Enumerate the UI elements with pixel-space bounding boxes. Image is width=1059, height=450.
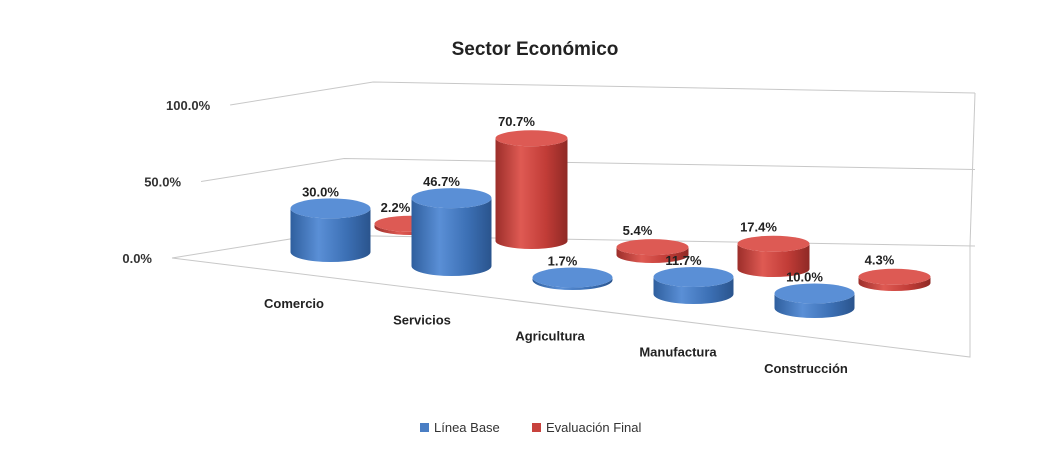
gridline: [230, 81, 976, 106]
bar-body: [532, 277, 613, 290]
bar-linea-base: [774, 283, 855, 318]
data-label: 70.7%: [498, 114, 535, 129]
bar-evaluacion-final: [858, 268, 931, 291]
bar-top: [737, 235, 810, 252]
bar-linea-base: [411, 188, 492, 276]
legend-label: Evaluación Final: [546, 420, 641, 435]
bar-linea-base: [290, 198, 371, 262]
category-labels: Comercio Servicios Agricultura Manufactura C…: [264, 296, 848, 376]
data-label: 5.4%: [623, 223, 653, 238]
y-axis-ticks: 0.0% 50.0% 100.0%: [122, 98, 210, 266]
bar-evaluacion-final: [616, 239, 689, 263]
legend-swatch: [532, 423, 541, 432]
bar-top: [616, 239, 689, 256]
data-label: 2.2%: [381, 200, 411, 215]
category-label: Agricultura: [515, 329, 585, 344]
bar-top: [532, 267, 613, 288]
bar-body: [495, 138, 568, 249]
bar-body: [774, 293, 855, 318]
bar-top: [653, 266, 734, 287]
data-label: 1.7%: [548, 254, 578, 269]
gridline: [200, 157, 976, 182]
category-label: Comercio: [264, 296, 324, 311]
bar-body: [858, 276, 931, 291]
bar-evaluacion-final: [737, 235, 810, 277]
bar-top: [290, 198, 371, 219]
y-tick-label: 100.0%: [166, 98, 211, 113]
data-label: 17.4%: [740, 220, 777, 235]
bar-body: [411, 198, 492, 276]
bar-top: [411, 188, 492, 209]
y-tick-label: 50.0%: [144, 175, 181, 190]
data-label: 46.7%: [423, 174, 460, 189]
category-label: Servicios: [393, 312, 451, 327]
bar-top: [495, 130, 568, 147]
data-label: 10.0%: [786, 269, 823, 284]
y-tick-label: 0.0%: [122, 251, 152, 266]
data-labels: 2.2% 70.7% 5.4% 17.4% 4.3% 30.0% 46.7% 1.7% 11.7…: [302, 114, 895, 284]
bar-body: [653, 276, 734, 304]
floor-edge: [171, 246, 971, 358]
category-label: Manufactura: [639, 345, 717, 360]
chart-title: Sector Económico: [452, 39, 619, 60]
side-wall-edge: [969, 92, 976, 247]
data-label: 30.0%: [302, 184, 339, 199]
bar-body: [616, 247, 689, 263]
legend-label: Línea Base: [434, 420, 500, 435]
bars: [290, 130, 931, 318]
legend: Línea Base Evaluación Final: [420, 420, 641, 435]
bar-linea-base: [653, 266, 734, 304]
bar-top: [774, 283, 855, 304]
data-label: 4.3%: [865, 253, 895, 268]
bar-top: [858, 268, 931, 285]
data-label: 11.7%: [665, 253, 702, 268]
bar-body: [290, 208, 371, 262]
bar-body: [737, 243, 810, 277]
legend-swatch: [420, 423, 429, 432]
bar-evaluacion-final: [495, 130, 568, 249]
bar-linea-base: [532, 267, 613, 290]
category-label: Construcción: [764, 361, 848, 376]
